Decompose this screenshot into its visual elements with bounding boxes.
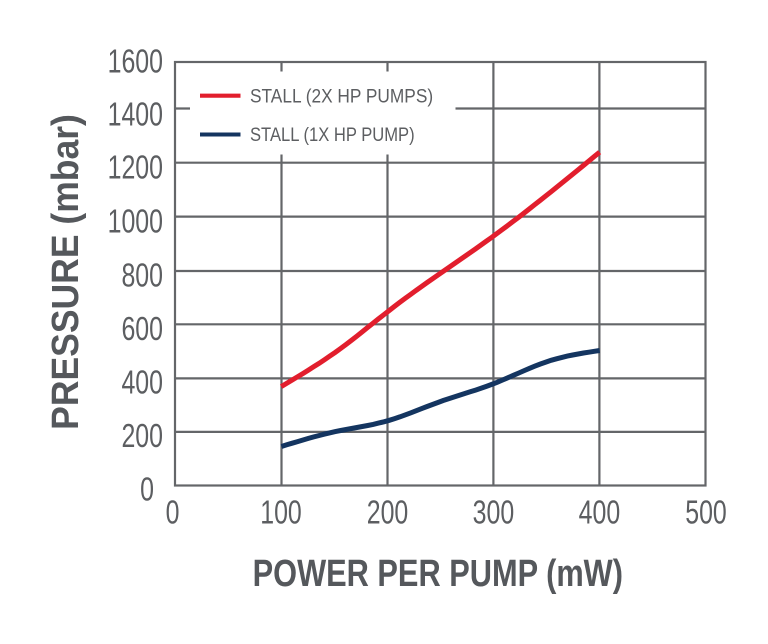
svg-text:1200: 1200	[108, 150, 163, 186]
svg-text:200: 200	[367, 495, 409, 531]
svg-text:1600: 1600	[108, 44, 163, 80]
svg-text:POWER PER PUMP (mW): POWER PER PUMP (mW)	[253, 553, 623, 595]
svg-text:STALL (2X HP PUMPS): STALL (2X HP PUMPS)	[250, 86, 433, 107]
svg-text:400: 400	[121, 365, 163, 401]
svg-text:PRESSURE (mbar): PRESSURE (mbar)	[44, 114, 86, 430]
svg-text:1000: 1000	[108, 204, 163, 240]
svg-text:400: 400	[579, 495, 621, 531]
svg-text:0: 0	[166, 495, 180, 531]
svg-text:500: 500	[685, 495, 727, 531]
svg-text:600: 600	[121, 312, 163, 348]
svg-text:800: 800	[121, 258, 163, 294]
svg-text:200: 200	[121, 419, 163, 455]
svg-text:STALL (1X HP PUMP): STALL (1X HP PUMP)	[250, 124, 415, 145]
svg-text:100: 100	[260, 495, 302, 531]
svg-text:0: 0	[140, 472, 154, 508]
svg-text:1400: 1400	[108, 97, 163, 133]
svg-text:300: 300	[473, 495, 515, 531]
